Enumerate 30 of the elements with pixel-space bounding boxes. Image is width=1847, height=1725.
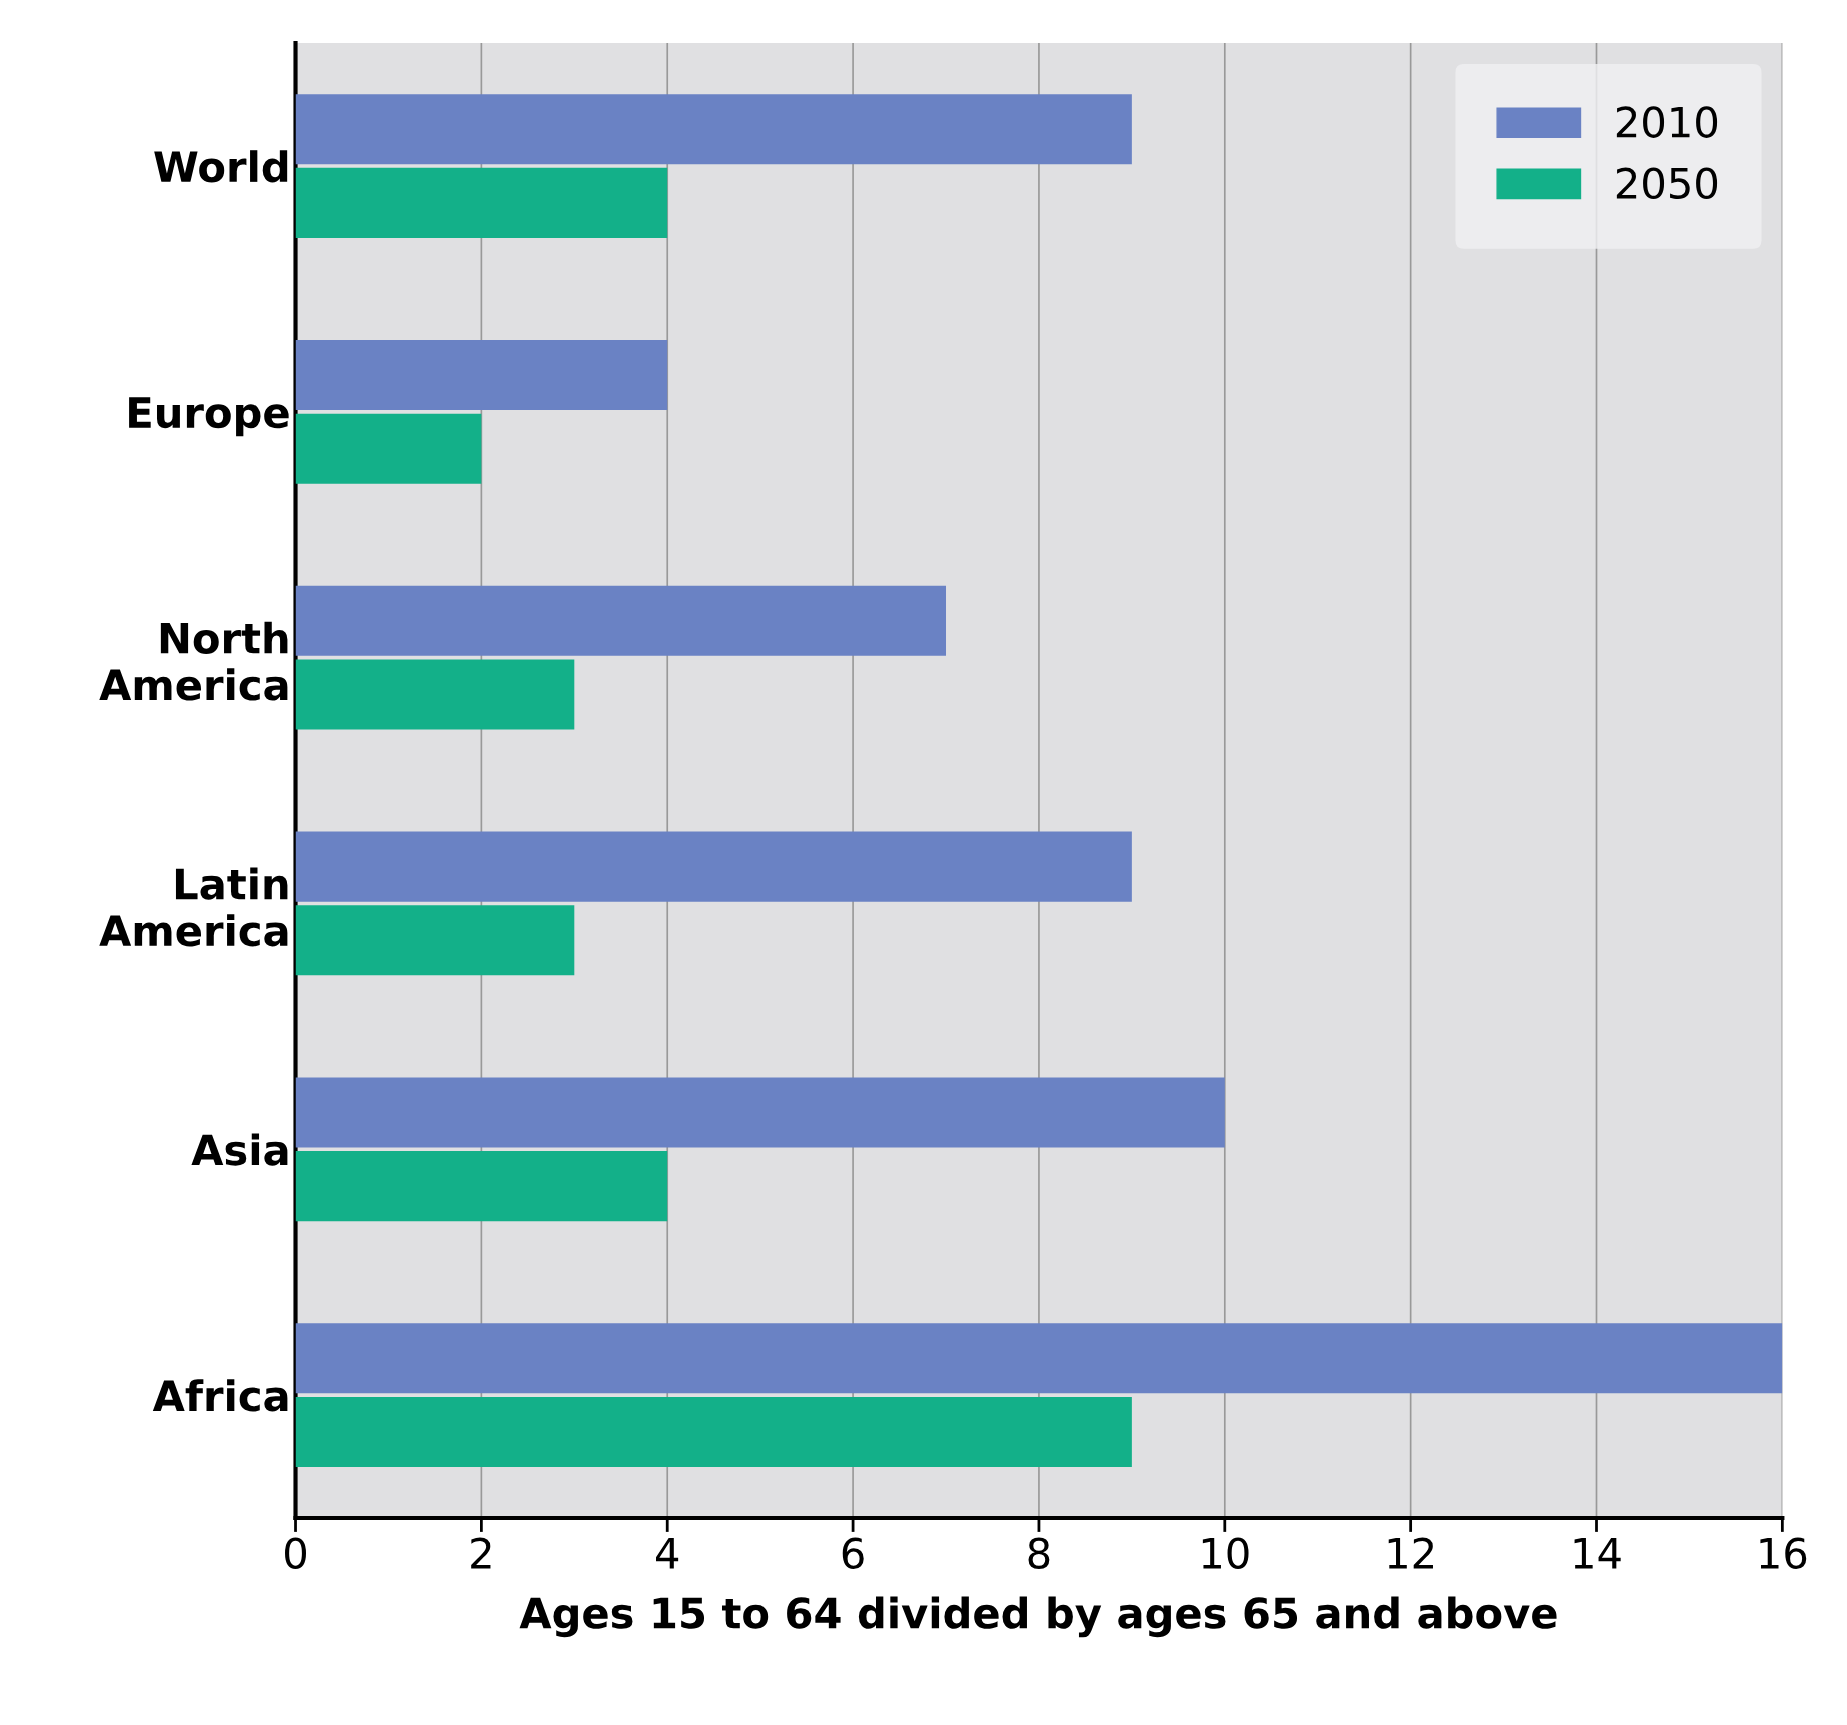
- bar: [295, 1396, 1132, 1467]
- legend-label: 2010: [1616, 106, 1718, 138]
- x-tick-label: 16: [1760, 1537, 1807, 1569]
- bar: [295, 585, 947, 656]
- bar: [295, 659, 575, 730]
- y-tick-label: Asia: [191, 1133, 288, 1166]
- bar: [295, 1323, 1783, 1394]
- y-tick-label: Europe: [129, 397, 289, 437]
- bar: [295, 339, 668, 410]
- y-tick-label: North America: [99, 621, 288, 701]
- bar: [295, 413, 482, 484]
- x-axis-title: Ages 15 to 64 divided by ages 65 and above: [519, 1596, 1557, 1638]
- bar: [295, 1151, 668, 1222]
- bar: [295, 167, 668, 238]
- y-tick-label: Latin America: [99, 867, 288, 947]
- x-tick-label: 14: [1574, 1538, 1621, 1569]
- x-tick-label: 0: [285, 1537, 307, 1569]
- x-tick-label: 4: [656, 1538, 679, 1569]
- y-tick-label: World: [154, 150, 288, 183]
- x-tick-label: 2: [471, 1537, 491, 1569]
- y-tick-label: Africa: [152, 1379, 288, 1412]
- legend-label: 2050: [1616, 167, 1718, 200]
- x-tick-label: 6: [842, 1537, 864, 1569]
- bar: [295, 831, 1132, 902]
- bar: [295, 1077, 1225, 1148]
- x-tick-label: 8: [1028, 1537, 1050, 1569]
- x-tick-label: 12: [1388, 1537, 1433, 1569]
- bar: [295, 94, 1132, 165]
- x-tick-label: 10: [1202, 1537, 1249, 1569]
- bar: [295, 905, 575, 976]
